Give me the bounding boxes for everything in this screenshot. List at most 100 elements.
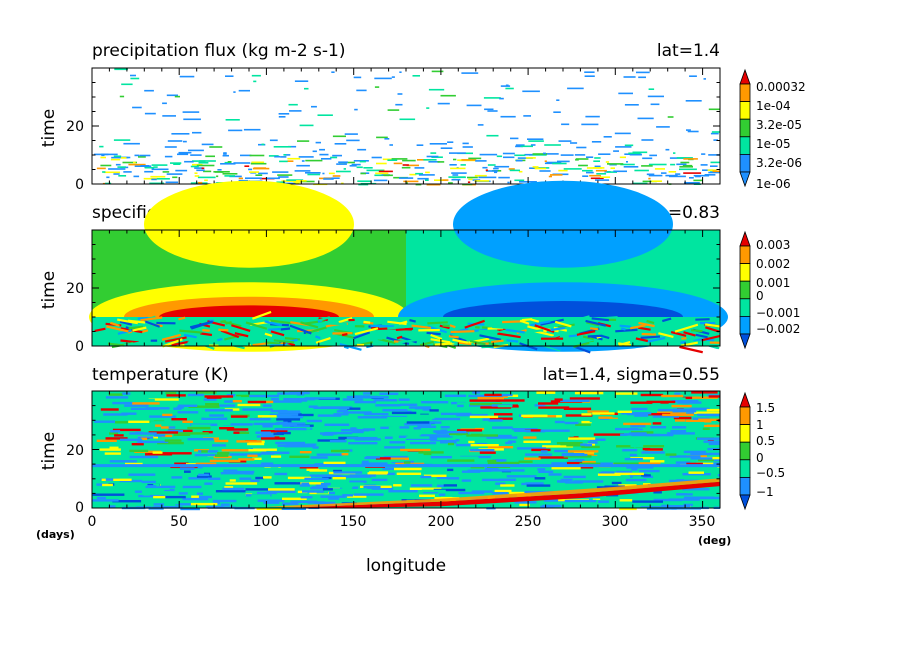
temperature-patch <box>682 473 711 476</box>
precip-streak <box>638 76 646 79</box>
humidity-upper-dry-lobe <box>453 180 673 268</box>
temperature-patch <box>103 413 128 416</box>
temperature-patch <box>196 475 212 478</box>
temperature-patch <box>497 432 512 435</box>
precip-streak <box>203 170 212 173</box>
colorbar-bottom-arrow <box>739 171 751 188</box>
temperature-patch <box>146 485 157 488</box>
humidity-turbulence-streak <box>264 332 273 337</box>
temperature-patch <box>418 451 444 454</box>
colorbar-top-arrow <box>739 391 751 408</box>
temperature-patch <box>444 394 467 397</box>
temperature-patch <box>631 407 648 411</box>
precip-streak <box>575 158 589 160</box>
humidity-turbulence-streak <box>117 318 138 325</box>
precip-streak <box>641 139 654 141</box>
temperature-patch <box>336 410 347 413</box>
temperature-patch <box>132 398 155 402</box>
temperature-patch <box>579 462 601 465</box>
precip-streak <box>558 169 568 172</box>
temperature-patch <box>260 452 275 455</box>
precip-streak <box>693 179 703 182</box>
humidity-turbulence-streak <box>637 326 651 331</box>
temperature-patch <box>652 415 679 418</box>
precip-streak <box>354 108 358 111</box>
precip-streak <box>238 89 250 92</box>
temperature-patch <box>708 395 720 398</box>
temperature-patch <box>685 419 709 422</box>
temperature-patch <box>423 491 439 494</box>
temperature-patch <box>613 462 639 465</box>
precip-streak <box>544 144 561 146</box>
temperature-patch <box>239 477 252 480</box>
x-unit-deg: (deg) <box>698 534 731 547</box>
precip-cb-label-5: 0.00032 <box>756 80 806 94</box>
temperature-patch <box>471 490 493 493</box>
temperature-patch <box>459 456 479 459</box>
temperature-patch <box>187 393 204 397</box>
temperature-patch <box>140 437 148 440</box>
temperature-patch <box>594 452 622 455</box>
temperature-patch <box>371 478 388 482</box>
temperature-patch <box>521 414 548 417</box>
temperature-patch <box>273 432 284 436</box>
temperature-patch <box>409 487 442 490</box>
xtick-300: 300 <box>602 514 629 530</box>
precip-streak <box>389 144 393 146</box>
temperature-patch <box>336 406 350 410</box>
temperature-patch <box>143 493 150 496</box>
precip-streak <box>356 89 367 92</box>
temperature-patch <box>256 435 275 438</box>
temperature-patch <box>698 458 720 462</box>
temperature-patch <box>171 476 183 479</box>
humidity-turbulence-streak <box>540 318 564 326</box>
temperature-patch <box>276 418 301 421</box>
precip-streak <box>500 85 511 87</box>
temperature-patch <box>566 461 593 465</box>
temperature-patch <box>598 471 615 474</box>
temperature-patch <box>652 422 662 425</box>
temperature-patch <box>212 499 237 503</box>
temperature-patch <box>538 488 562 491</box>
colorbar-segment <box>739 459 751 478</box>
temperature-patch <box>263 476 272 479</box>
temperature-patch <box>253 422 280 426</box>
precip-streak <box>493 167 499 170</box>
precip-streak <box>118 175 127 177</box>
temperature-patch <box>196 492 203 495</box>
temperature-patch <box>560 442 578 446</box>
temperature-patch <box>548 473 562 476</box>
precip-streak <box>514 179 525 182</box>
humidity-turbulence-streak <box>150 339 158 342</box>
precip-streak <box>539 170 551 172</box>
temperature-patch <box>331 449 350 453</box>
temperature-patch <box>509 491 526 495</box>
humidity-turbulence-streak <box>220 329 240 339</box>
temperature-colorbar <box>739 391 751 511</box>
temperature-patch <box>688 471 704 474</box>
precip-streak <box>166 173 183 175</box>
temperature-patch <box>257 415 277 418</box>
precip-streak <box>466 104 482 107</box>
humidity-turbulence-streak <box>123 341 143 347</box>
temperature-patch <box>224 486 234 489</box>
temperature-patch <box>540 429 570 432</box>
humidity-turbulence-streak <box>529 329 544 333</box>
precip-streak <box>117 166 126 168</box>
temperature-patch <box>287 408 302 411</box>
temperature-patch <box>204 482 213 485</box>
precip-streak <box>138 156 146 158</box>
precip-streak <box>343 168 346 170</box>
temperature-patch <box>201 450 208 453</box>
precip-streak <box>205 155 215 158</box>
precip-streak <box>332 154 342 157</box>
humidity-turbulence-streak <box>576 315 590 322</box>
humidity-turbulence-streak <box>590 327 599 331</box>
precip-streak <box>249 154 265 157</box>
humidity-turbulence-streak <box>332 332 353 335</box>
temperature-patch <box>446 477 460 480</box>
temperature-patch <box>645 433 674 437</box>
precip-streak <box>222 173 238 175</box>
precip-streak <box>401 166 411 169</box>
